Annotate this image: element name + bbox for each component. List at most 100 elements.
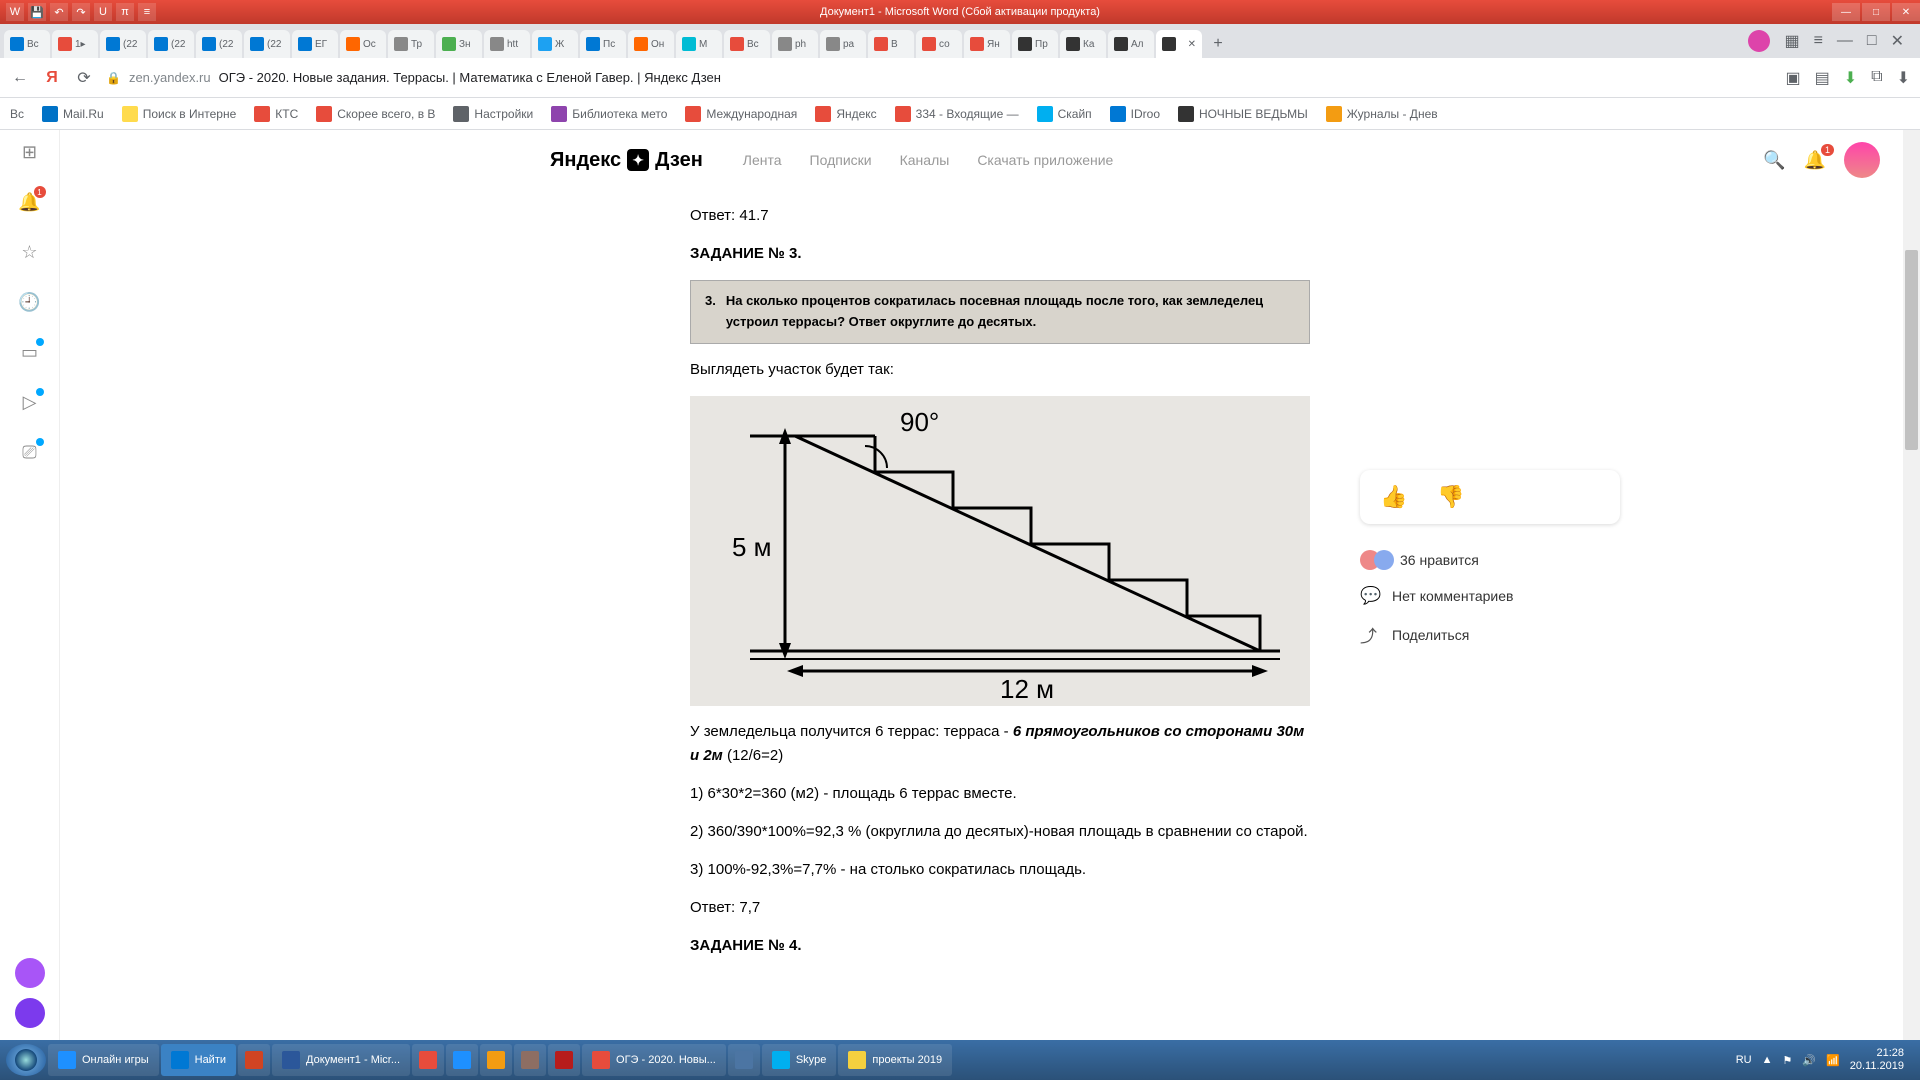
qat-button[interactable]: ≡ <box>138 3 156 21</box>
browser-tab[interactable]: Вс <box>724 30 770 58</box>
addons-icon[interactable]: ⬇ <box>1897 68 1910 88</box>
alice-purple-icon[interactable] <box>15 958 45 988</box>
bookmark-item[interactable]: Международная <box>685 106 797 122</box>
bookmark-item[interactable]: Поиск в Интерне <box>122 106 237 122</box>
browser-tab[interactable]: ph <box>772 30 818 58</box>
taskbar-item[interactable]: ОГЭ - 2020. Новы... <box>582 1044 726 1076</box>
browser-tab[interactable]: М <box>676 30 722 58</box>
browser-tab[interactable]: (22 <box>196 30 242 58</box>
favorites-rail-icon[interactable]: ☆ <box>18 240 42 264</box>
tray-clock[interactable]: 21:28 20.11.2019 <box>1850 1047 1904 1073</box>
scrollbar-thumb[interactable] <box>1905 250 1918 450</box>
new-tab-button[interactable]: + <box>1204 30 1232 58</box>
taskbar-item[interactable]: Найти <box>161 1044 236 1076</box>
taskbar-item[interactable]: Skype <box>762 1044 837 1076</box>
zen-nav-item[interactable]: Подписки <box>810 152 872 168</box>
start-button[interactable] <box>6 1044 46 1076</box>
tray-volume-icon[interactable]: 🔊 <box>1802 1054 1816 1067</box>
bookmark-item[interactable]: 334 - Входящие — <box>895 106 1019 122</box>
browser-tab[interactable]: (22 <box>244 30 290 58</box>
notifications-rail-icon[interactable]: 🔔1 <box>18 190 42 214</box>
tab-close-icon[interactable]: ✕ <box>1188 39 1196 50</box>
bookmark-item[interactable]: Скорее всего, в В <box>316 106 435 122</box>
browser-tab[interactable]: Ос <box>340 30 386 58</box>
bookmark-item[interactable]: Скайп <box>1037 106 1092 122</box>
close-button[interactable]: ✕ <box>1892 3 1920 21</box>
browser-tab[interactable]: ра <box>820 30 866 58</box>
browser-close-button[interactable]: ✕ <box>1891 31 1904 51</box>
yandex-home-button[interactable]: Я <box>42 69 62 87</box>
extensions-icon[interactable]: ⧉ <box>1871 68 1882 88</box>
maximize-button[interactable]: □ <box>1862 3 1890 21</box>
browser-tab[interactable]: со <box>916 30 962 58</box>
taskbar-item[interactable] <box>238 1044 270 1076</box>
sidebar-toggle-icon[interactable]: ▦ <box>1784 31 1799 51</box>
taskbar-item[interactable] <box>548 1044 580 1076</box>
bookmark-item[interactable]: Настройки <box>453 106 533 122</box>
taskbar-item[interactable] <box>514 1044 546 1076</box>
qat-button[interactable]: π <box>116 3 134 21</box>
menu-icon[interactable]: ≡ <box>1814 32 1823 50</box>
zen-nav-item[interactable]: Скачать приложение <box>977 152 1113 168</box>
qat-button[interactable]: W <box>6 3 24 21</box>
taskbar-item[interactable]: проекты 2019 <box>838 1044 952 1076</box>
zen-nav-item[interactable]: Каналы <box>900 152 950 168</box>
taskbar-item[interactable] <box>446 1044 478 1076</box>
browser-tab[interactable]: htt <box>484 30 530 58</box>
browser-tab[interactable]: Вс <box>4 30 50 58</box>
thumbs-down-icon[interactable]: 👎 <box>1437 484 1464 510</box>
back-button[interactable]: ← <box>10 69 30 87</box>
qat-button[interactable]: ↷ <box>72 3 90 21</box>
browser-tab[interactable]: 1▸ <box>52 30 98 58</box>
bell-icon[interactable]: 🔔1 <box>1804 150 1826 171</box>
screenshot-rail-icon[interactable]: ⎚ <box>18 440 42 464</box>
qat-button[interactable]: ↶ <box>50 3 68 21</box>
browser-tab[interactable]: ✕ <box>1156 30 1202 58</box>
reader-icon[interactable]: ▤ <box>1815 68 1830 88</box>
browser-tab[interactable]: Ян <box>964 30 1010 58</box>
tray-lang[interactable]: RU <box>1736 1054 1752 1066</box>
bookmark-item[interactable]: Библиотека мето <box>551 106 667 122</box>
browser-tab[interactable]: ЕГ <box>292 30 338 58</box>
taskbar-item[interactable] <box>480 1044 512 1076</box>
apps-icon[interactable]: ⊞ <box>18 140 42 164</box>
bookmark-item[interactable]: Журналы - Днев <box>1326 106 1438 122</box>
history-rail-icon[interactable]: 🕘 <box>18 290 42 314</box>
download-icon[interactable]: ⬇ <box>1844 68 1857 88</box>
tray-up-icon[interactable]: ▲ <box>1762 1054 1773 1066</box>
comments-row[interactable]: 💬 Нет комментариев <box>1360 586 1620 606</box>
browser-tab[interactable]: Пс <box>580 30 626 58</box>
browser-maximize-button[interactable]: □ <box>1867 32 1877 50</box>
browser-tab[interactable]: (22 <box>100 30 146 58</box>
tray-network-icon[interactable]: 📶 <box>1826 1054 1840 1067</box>
vertical-scrollbar[interactable] <box>1903 130 1920 1040</box>
search-icon[interactable]: 🔍 <box>1763 150 1785 171</box>
browser-tab[interactable]: Ал <box>1108 30 1154 58</box>
alice-voice-icon[interactable] <box>15 998 45 1028</box>
taskbar-item[interactable]: Документ1 - Micr... <box>272 1044 410 1076</box>
browser-minimize-button[interactable]: — <box>1837 32 1853 50</box>
thumbs-up-icon[interactable]: 👍 <box>1380 484 1407 510</box>
taskbar-item[interactable]: Онлайн игры <box>48 1044 159 1076</box>
reload-button[interactable]: ⟳ <box>74 68 94 88</box>
browser-tab[interactable]: Ка <box>1060 30 1106 58</box>
browser-tab[interactable]: Пр <box>1012 30 1058 58</box>
browser-tab[interactable]: Тр <box>388 30 434 58</box>
minimize-button[interactable]: — <box>1832 3 1860 21</box>
bookmark-icon[interactable]: ▣ <box>1786 68 1801 88</box>
bookmark-item[interactable]: Яндекс <box>815 106 876 122</box>
qat-button[interactable]: U <box>94 3 112 21</box>
collections-rail-icon[interactable]: ▭ <box>18 340 42 364</box>
video-rail-icon[interactable]: ▷ <box>18 390 42 414</box>
likes-row[interactable]: 36 нравится <box>1360 550 1620 570</box>
qat-button[interactable]: 💾 <box>28 3 46 21</box>
url-field[interactable]: 🔒 zen.yandex.ru ОГЭ - 2020. Новые задани… <box>106 70 721 85</box>
bookmark-item[interactable]: КТС <box>254 106 298 122</box>
profile-avatar-icon[interactable] <box>1748 30 1770 52</box>
browser-tab[interactable]: Ж <box>532 30 578 58</box>
browser-tab[interactable]: Зн <box>436 30 482 58</box>
browser-tab[interactable]: Он <box>628 30 674 58</box>
tray-flag-icon[interactable]: ⚑ <box>1782 1054 1792 1067</box>
zen-nav-item[interactable]: Лента <box>743 152 782 168</box>
browser-tab[interactable]: (22 <box>148 30 194 58</box>
